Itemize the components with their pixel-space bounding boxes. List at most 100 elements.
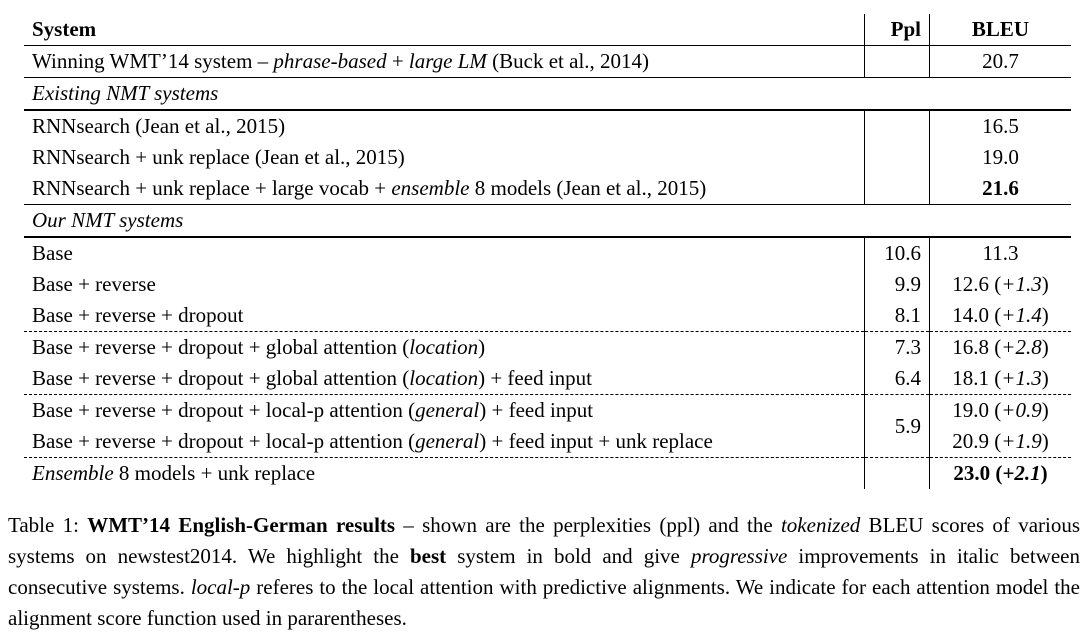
table-row: Base + reverse 9.9 12.6 (+1.3) — [24, 269, 1071, 300]
caption-bold: best — [409, 544, 447, 568]
table-caption: Table 1: WMT’14 English-German results –… — [8, 510, 1080, 634]
bleu-value: 16.8 — [952, 335, 990, 359]
system-text: Base + reverse + dropout + local-p atten… — [32, 398, 416, 422]
caption-text: – shown are the perplexities (ppl) and t… — [395, 513, 781, 537]
table-row: Base + reverse + dropout + local-p atten… — [24, 394, 1071, 458]
system-italic: ensemble — [391, 176, 470, 200]
ppl-cell: 7.3 — [864, 331, 930, 363]
system-italic: large LM — [408, 49, 487, 73]
system-cell: RNNsearch + unk replace + large vocab + … — [24, 173, 865, 205]
caption-text: improvements in italic between consecuti… — [8, 544, 1081, 599]
bleu-cell: 16.8 (+2.8) — [929, 331, 1071, 363]
caption-italic: local-p — [190, 575, 251, 599]
system-italic: Ensemble — [32, 461, 114, 485]
table-row: RNNsearch + unk replace + large vocab + … — [24, 173, 1071, 205]
results-table: System Ppl BLEU Winning WMT’14 system – … — [24, 14, 1071, 489]
caption-italic: tokenized — [780, 513, 861, 537]
section-row-ours: Our NMT systems — [24, 204, 1071, 238]
system-cell: RNNsearch + unk replace (Jean et al., 20… — [32, 145, 405, 169]
caption-title: WMT’14 English-German results — [87, 513, 396, 537]
header-row: System Ppl BLEU — [24, 14, 1071, 46]
system-cell: Base + reverse + dropout — [32, 303, 244, 327]
bleu-gain: +2.8 — [1001, 335, 1042, 359]
system-text: ) — [478, 335, 486, 359]
caption-label: Table 1: — [8, 513, 88, 537]
ppl-cell: 6.4 — [864, 363, 930, 395]
section-title: Existing NMT systems — [32, 81, 219, 105]
system-text: + — [386, 49, 409, 73]
bleu-value: 14.0 — [952, 303, 990, 327]
bleu-gain: +1.3 — [1001, 366, 1042, 390]
bleu-gain: +1.4 — [1001, 303, 1042, 327]
bleu-cell: 16.5 — [929, 110, 1071, 142]
system-cell: Base + reverse — [32, 272, 156, 296]
bleu-cell: 20.9 (+1.9) — [929, 426, 1071, 458]
ppl-cell: 9.9 — [864, 269, 930, 300]
system-text: RNNsearch + unk replace + large vocab + — [32, 176, 392, 200]
system-text: 8 models + unk replace — [113, 461, 316, 485]
bleu-gain: +1.3 — [1001, 272, 1042, 296]
bleu-cell: 11.3 — [929, 237, 1071, 269]
bleu-cell: 18.1 (+1.3) — [929, 363, 1071, 395]
caption-italic: progressive — [690, 544, 788, 568]
table-row: Base + reverse + dropout + local-p atten… — [24, 426, 1071, 458]
system-text: Base + reverse + dropout + global attent… — [32, 335, 410, 359]
header-system: System — [32, 17, 97, 41]
ppl-cell — [864, 45, 930, 78]
bleu-gain: +1.9 — [1001, 429, 1042, 453]
system-text: ) + feed input — [479, 398, 594, 422]
system-text: Base + reverse + dropout + global attent… — [32, 366, 410, 390]
caption-text: system in bold and give — [446, 544, 691, 568]
best-bleu-value: 23.0 (+2.1) — [953, 461, 1048, 485]
system-italic: location — [409, 335, 479, 359]
system-cell: Ensemble 8 models + unk replace — [24, 458, 865, 490]
system-italic: general — [415, 398, 480, 422]
best-bleu-value: 21.6 — [982, 176, 1019, 200]
ppl-cell — [864, 142, 930, 173]
system-text: (Buck et al., 2014) — [486, 49, 650, 73]
system-text: ) + feed input — [478, 366, 592, 390]
system-cell: Winning WMT’14 system – phrase-based + l… — [24, 46, 865, 78]
system-cell: RNNsearch (Jean et al., 2015) — [32, 114, 286, 138]
ppl-cell — [864, 110, 930, 142]
ppl-cell: 10.6 — [864, 237, 930, 269]
system-text: ) + feed input + unk replace — [479, 429, 713, 453]
system-text: Base + reverse + dropout + local-p atten… — [32, 429, 416, 453]
table-row: Base + reverse + dropout + global attent… — [24, 331, 1071, 364]
bleu-cell: 23.0 (+2.1) — [929, 457, 1071, 489]
bleu-gain: +2.1 — [1002, 461, 1041, 485]
table-row: RNNsearch + unk replace (Jean et al., 20… — [24, 142, 1071, 173]
header-ppl: Ppl — [864, 14, 930, 46]
table-row-winning: Winning WMT’14 system – phrase-based + l… — [24, 45, 1071, 78]
system-text: Winning WMT’14 system – — [32, 49, 274, 73]
table-row: Base 10.6 11.3 — [24, 237, 1071, 269]
bleu-cell: 12.6 (+1.3) — [929, 269, 1071, 300]
bleu-gain: +0.9 — [1001, 398, 1042, 422]
system-cell: Base + reverse + dropout + global attent… — [24, 363, 865, 395]
section-row-existing: Existing NMT systems — [24, 77, 1071, 111]
bleu-cell: 19.0 — [929, 142, 1071, 173]
table-row: Base + reverse + dropout 8.1 14.0 (+1.4) — [24, 300, 1071, 332]
table-row: Base + reverse + dropout + global attent… — [24, 363, 1071, 395]
system-italic: phrase-based — [273, 49, 387, 73]
system-cell: Base + reverse + dropout + global attent… — [24, 332, 865, 364]
ppl-cell: 8.1 — [864, 300, 930, 332]
ppl-cell — [864, 457, 930, 489]
caption-text: referes to the local attention with pred… — [8, 575, 1080, 630]
bleu-value: 12.6 — [952, 272, 990, 296]
system-cell: Base + reverse + dropout + local-p atten… — [24, 395, 865, 427]
bleu-cell: 21.6 — [929, 173, 1071, 205]
bleu-cell: 14.0 (+1.4) — [929, 300, 1071, 332]
system-italic: location — [409, 366, 479, 390]
bleu-value: 20.9 — [952, 429, 990, 453]
bleu-cell: 19.0 (+0.9) — [929, 394, 1071, 426]
system-cell: Base — [32, 241, 73, 265]
system-text: 8 models (Jean et al., 2015) — [469, 176, 707, 200]
bleu-value: 18.1 — [952, 366, 990, 390]
section-title: Our NMT systems — [32, 208, 184, 232]
caption-text: BLEU scores of various systems on newste… — [8, 513, 1081, 568]
bleu-value: 19.0 — [952, 398, 990, 422]
bleu-cell: 20.7 — [929, 45, 1071, 78]
system-cell: Base + reverse + dropout + local-p atten… — [24, 426, 865, 458]
bleu-value: 23.0 — [953, 461, 991, 485]
